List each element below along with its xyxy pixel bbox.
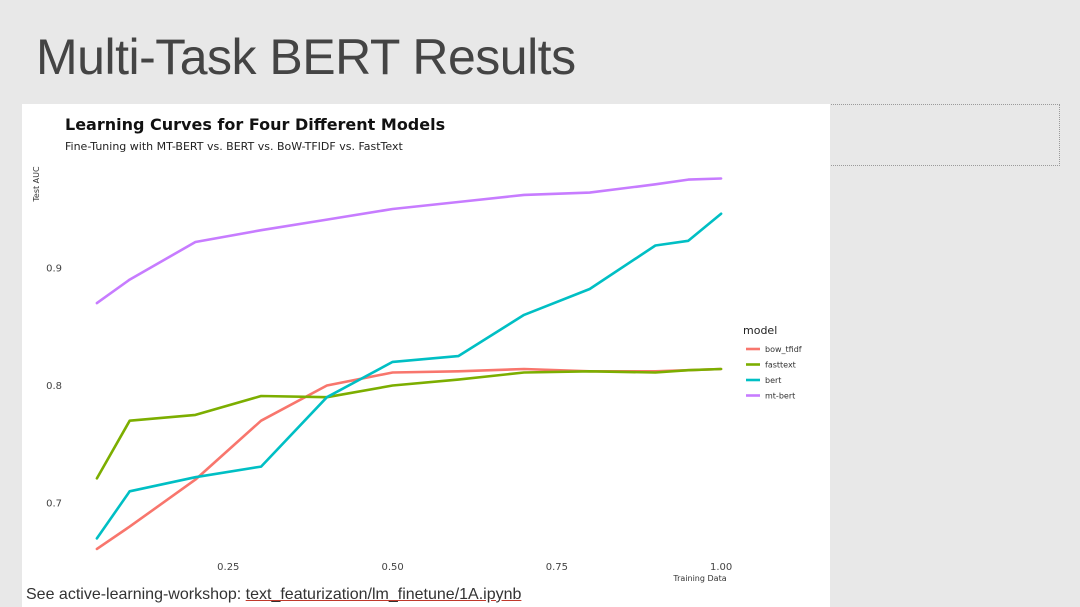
footer-prefix: See active-learning-workshop: xyxy=(26,586,246,603)
y-tick-label: 0.9 xyxy=(46,263,62,274)
tick-layer: 0.25 0.50 0.75 1.00 0.7 0.8 0.9 xyxy=(46,263,732,573)
series-line-bow_tfidf xyxy=(95,367,723,551)
x-tick-label: 0.50 xyxy=(381,562,403,573)
series-line-mt-bert xyxy=(95,177,723,305)
legend-label-bert: bert xyxy=(765,376,781,385)
footer-note: See active-learning-workshop: text_featu… xyxy=(26,586,521,604)
x-tick-label: 0.75 xyxy=(546,562,568,573)
legend-label-mt-bert: mt-bert xyxy=(765,392,795,401)
chart-title: Learning Curves for Four Different Model… xyxy=(65,115,446,134)
series-layer xyxy=(95,177,723,551)
slide-title: Multi-Task BERT Results xyxy=(36,29,576,85)
chart-panel: 0.25 0.50 0.75 1.00 0.7 0.8 0.9 Training Data … xyxy=(22,104,830,607)
notebook-link[interactable]: text_featurization/lm_finetune/1A.ipynb xyxy=(245,586,522,603)
chart-svg: 0.25 0.50 0.75 1.000.70.80.9 Training Data … xyxy=(32,166,802,583)
x-axis-label: Training Data xyxy=(672,574,726,583)
y-tick-label: 0.8 xyxy=(46,381,62,392)
series-line-fasttext xyxy=(95,367,723,480)
legend-label-fasttext: fasttext xyxy=(765,361,796,370)
x-tick-label: 0.25 xyxy=(217,562,239,573)
y-axis-label: Test AUC xyxy=(32,166,41,203)
legend: model bow_tfidf fasttext bert mt-bert xyxy=(743,324,802,401)
chart-subtitle: Fine-Tuning with MT-BERT vs. BERT vs. Bo… xyxy=(65,140,403,153)
y-tick-label: 0.7 xyxy=(46,499,62,510)
legend-label-bow_tfidf: bow_tfidf xyxy=(765,345,802,354)
x-tick-label: 1.00 xyxy=(710,562,732,573)
series-line-bert xyxy=(95,212,723,540)
legend-title: model xyxy=(743,324,777,337)
